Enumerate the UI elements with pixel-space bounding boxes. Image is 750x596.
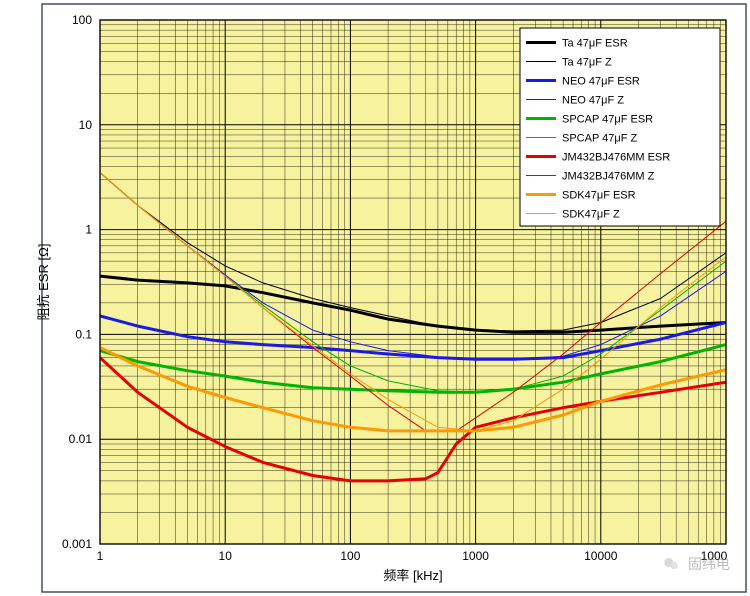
svg-text:SDK47μF ESR: SDK47μF ESR xyxy=(562,190,636,202)
svg-text:1000: 1000 xyxy=(462,549,489,563)
svg-text:JM432BJ476MM Z: JM432BJ476MM Z xyxy=(562,171,655,183)
svg-text:Ta 47μF Z: Ta 47μF Z xyxy=(562,57,612,69)
svg-text:0.001: 0.001 xyxy=(62,537,92,551)
svg-text:10: 10 xyxy=(79,118,93,132)
svg-text:SPCAP 47μF Z: SPCAP 47μF Z xyxy=(562,133,637,145)
svg-text:0.01: 0.01 xyxy=(69,432,93,446)
svg-text:NEO 47μF Z: NEO 47μF Z xyxy=(562,95,624,107)
svg-text:100: 100 xyxy=(72,13,92,27)
svg-text:1: 1 xyxy=(97,549,104,563)
svg-text:Ta 47μF ESR: Ta 47μF ESR xyxy=(562,38,628,50)
svg-text:SDK47μF Z: SDK47μF Z xyxy=(562,209,620,221)
svg-text:JM432BJ476MM ESR: JM432BJ476MM ESR xyxy=(562,152,670,164)
esr-impedance-chart: 1 10 100 1000 10000 1000 0.001 0.01 0.1 1 10 100 频率 … xyxy=(0,0,750,596)
svg-text:1000: 1000 xyxy=(701,549,728,563)
svg-text:0.1: 0.1 xyxy=(75,327,92,341)
svg-text:1: 1 xyxy=(85,223,92,237)
svg-text:频率 [kHz]: 频率 [kHz] xyxy=(383,568,442,583)
chart-container: 1 10 100 1000 10000 1000 0.001 0.01 0.1 1 10 100 频率 … xyxy=(0,0,750,596)
svg-text:10000: 10000 xyxy=(584,549,618,563)
svg-text:NEO 47μF ESR: NEO 47μF ESR xyxy=(562,76,640,88)
svg-text:10: 10 xyxy=(219,549,233,563)
svg-text:阻抗 ESR [Ω]: 阻抗 ESR [Ω] xyxy=(36,244,51,321)
svg-text:SPCAP 47μF ESR: SPCAP 47μF ESR xyxy=(562,114,653,126)
svg-text:100: 100 xyxy=(340,549,360,563)
